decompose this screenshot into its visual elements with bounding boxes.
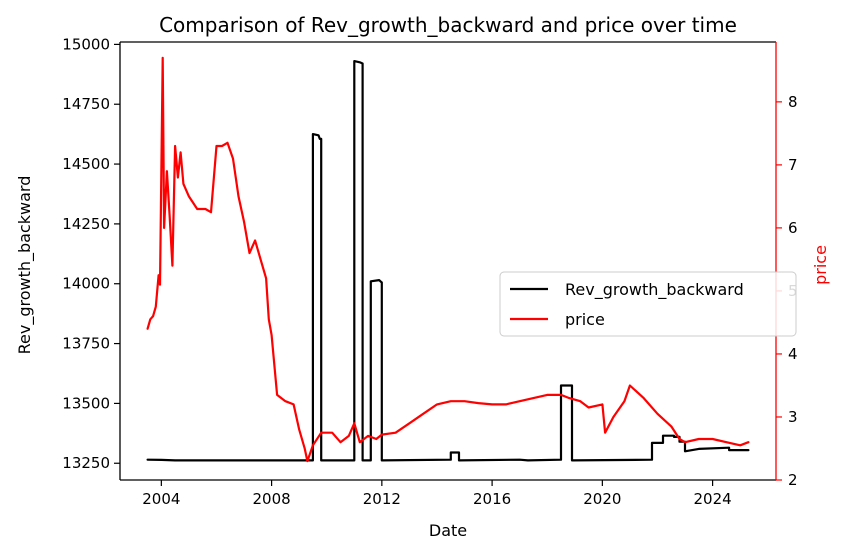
y-tick-label-right: 4 [788, 345, 798, 363]
series-layer [146, 56, 750, 463]
x-axis-label: Date [429, 521, 467, 540]
x-tick-label: 2024 [694, 490, 732, 508]
axes-layer [119, 41, 777, 481]
y-axis-label-right: price [811, 245, 830, 285]
y-tick-label-left: 14500 [62, 155, 110, 173]
y-tick-label-left: 15000 [62, 35, 110, 53]
x-tick-label: 2012 [363, 490, 401, 508]
legend-label-rev-growth-backward: Rev_growth_backward [565, 280, 744, 300]
y-tick-label-left: 14250 [62, 215, 110, 233]
x-tick-label: 2008 [253, 490, 291, 508]
y-tick-label-right: 8 [788, 93, 798, 111]
legend: Rev_growth_backward price [499, 271, 797, 337]
legend-box [499, 271, 797, 337]
y-tick-label-right: 2 [788, 471, 798, 489]
chart-title: Comparison of Rev_growth_backward and pr… [159, 13, 737, 37]
x-tick-label: 2020 [583, 490, 621, 508]
ticks-layer: 2004 2008 2012 2016 2020 2024 13250 13500 13750 1… [62, 35, 797, 508]
x-tick-label: 2004 [142, 490, 180, 508]
legend-label-price: price [565, 310, 605, 329]
series-line-rev-growth-backward [146, 60, 750, 462]
y-tick-label-right: 7 [788, 156, 798, 174]
y-tick-label-left: 13250 [62, 454, 110, 472]
x-tick-label: 2016 [473, 490, 511, 508]
y-tick-label-left: 13500 [62, 394, 110, 412]
y-tick-label-right: 3 [788, 408, 798, 426]
y-axis-label-left: Rev_growth_backward [15, 176, 35, 355]
y-tick-label-left: 14750 [62, 95, 110, 113]
y-tick-label-right: 6 [788, 219, 798, 237]
series-line-price [146, 56, 750, 463]
y-tick-label-left: 14000 [62, 275, 110, 293]
y-tick-label-left: 13750 [62, 335, 110, 353]
